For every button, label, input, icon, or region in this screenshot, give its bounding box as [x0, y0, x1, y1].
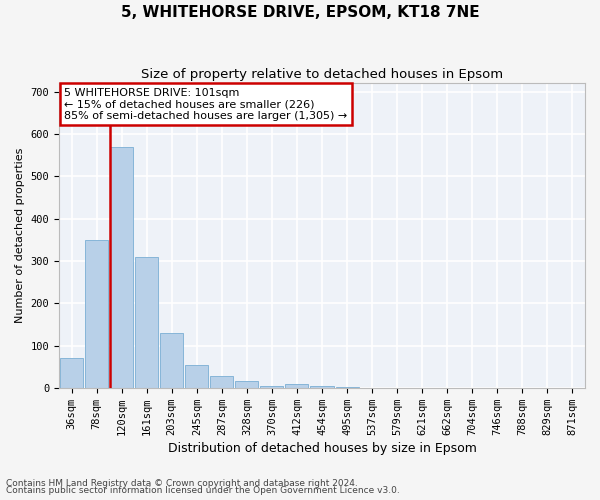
Bar — [286, 384, 308, 388]
Bar — [85, 240, 108, 388]
Bar — [135, 256, 158, 388]
Title: Size of property relative to detached houses in Epsom: Size of property relative to detached ho… — [141, 68, 503, 80]
Bar — [335, 387, 359, 388]
Text: 5, WHITEHORSE DRIVE, EPSOM, KT18 7NE: 5, WHITEHORSE DRIVE, EPSOM, KT18 7NE — [121, 5, 479, 20]
Bar — [235, 382, 259, 388]
Bar — [211, 376, 233, 388]
Bar — [185, 364, 208, 388]
Y-axis label: Number of detached properties: Number of detached properties — [15, 148, 25, 323]
Bar — [60, 358, 83, 388]
Bar — [310, 386, 334, 388]
Bar — [260, 386, 283, 388]
Text: Contains HM Land Registry data © Crown copyright and database right 2024.: Contains HM Land Registry data © Crown c… — [6, 478, 358, 488]
Bar — [110, 146, 133, 388]
Bar — [160, 333, 183, 388]
Text: 5 WHITEHORSE DRIVE: 101sqm
← 15% of detached houses are smaller (226)
85% of sem: 5 WHITEHORSE DRIVE: 101sqm ← 15% of deta… — [64, 88, 347, 121]
X-axis label: Distribution of detached houses by size in Epsom: Distribution of detached houses by size … — [167, 442, 476, 455]
Text: Contains public sector information licensed under the Open Government Licence v3: Contains public sector information licen… — [6, 486, 400, 495]
